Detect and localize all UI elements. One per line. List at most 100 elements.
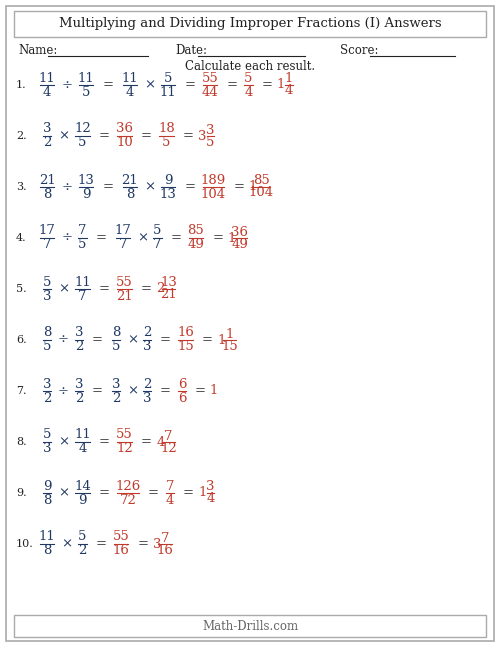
Text: =: = [96,538,106,551]
Text: 21: 21 [116,289,133,303]
Text: 5: 5 [162,137,170,149]
Text: =: = [170,232,181,245]
Text: 9.: 9. [16,488,26,498]
Text: ×: × [144,78,156,91]
Text: 6: 6 [178,377,186,391]
Text: 5: 5 [82,85,90,98]
Text: 104: 104 [248,186,274,199]
Text: 16: 16 [156,543,174,556]
Text: 3: 3 [112,377,120,391]
Text: 11: 11 [78,72,94,85]
Text: =: = [234,181,244,193]
Text: =: = [99,435,110,448]
Text: 5: 5 [206,135,214,149]
Text: 3: 3 [43,122,52,135]
Text: 6: 6 [178,391,186,404]
Text: Multiplying and Dividing Improper Fractions (I) Answers: Multiplying and Dividing Improper Fracti… [58,17,442,30]
Text: 4: 4 [126,85,134,98]
Text: 3: 3 [75,377,83,391]
Text: 85: 85 [188,225,204,237]
Text: ×: × [58,283,69,296]
Text: ÷: ÷ [58,384,69,397]
Text: 4: 4 [285,85,293,98]
Text: 3: 3 [143,340,151,353]
Text: 1: 1 [249,181,257,193]
Text: 11: 11 [122,72,138,85]
Text: 3: 3 [198,129,207,142]
FancyBboxPatch shape [14,11,486,37]
Text: =: = [99,129,110,142]
Text: 3.: 3. [16,182,26,192]
Text: 5: 5 [43,276,51,289]
Text: 12: 12 [74,122,91,135]
Text: =: = [262,78,272,91]
Text: =: = [226,78,237,91]
FancyBboxPatch shape [6,6,494,641]
Text: 8: 8 [43,327,51,340]
Text: =: = [160,384,171,397]
Text: 15: 15 [221,340,238,353]
Text: =: = [102,78,114,91]
Text: 8: 8 [43,494,51,507]
Text: 7: 7 [78,225,87,237]
Text: 1: 1 [277,78,285,91]
Text: 9: 9 [82,188,90,201]
Text: 4: 4 [166,494,174,507]
Text: Name:: Name: [18,43,58,56]
Text: 7: 7 [78,289,87,303]
Text: ÷: ÷ [58,333,69,347]
Text: 2: 2 [78,545,86,558]
Text: 17: 17 [38,225,56,237]
Text: 3: 3 [143,391,151,404]
Text: 3: 3 [206,124,215,137]
Text: 18: 18 [158,122,175,135]
Text: =: = [184,181,196,193]
Text: 8: 8 [43,545,51,558]
Text: 3: 3 [43,289,52,303]
Text: =: = [183,487,194,499]
Text: =: = [148,487,159,499]
Text: 2: 2 [112,391,120,404]
Text: 9: 9 [78,494,87,507]
Text: 72: 72 [120,494,136,507]
Text: 7: 7 [153,239,162,252]
Text: 5: 5 [164,72,172,85]
Text: 12: 12 [160,441,177,454]
Text: 9: 9 [43,479,52,492]
Text: 55: 55 [202,72,218,85]
Text: ÷: ÷ [62,232,72,245]
Text: ×: × [127,384,138,397]
Text: Calculate each result.: Calculate each result. [185,61,315,74]
Text: 1: 1 [218,333,226,347]
Text: 7: 7 [119,239,127,252]
Text: 11: 11 [38,531,56,543]
Text: 7: 7 [161,531,169,545]
Text: =: = [92,384,103,397]
Text: 10: 10 [116,137,133,149]
Text: Math-Drills.com: Math-Drills.com [202,619,298,633]
Text: 1: 1 [198,487,206,499]
Text: =: = [160,333,171,347]
Text: Score:: Score: [340,43,378,56]
Text: 17: 17 [114,225,132,237]
Text: ÷: ÷ [62,78,72,91]
Text: 16: 16 [177,327,194,340]
Text: 7: 7 [166,479,174,492]
Text: 2: 2 [156,283,164,296]
Text: 5: 5 [78,137,86,149]
Text: 3: 3 [43,377,52,391]
Text: 7: 7 [43,239,52,252]
Text: 3: 3 [43,443,52,455]
Text: 55: 55 [116,428,133,441]
Text: 16: 16 [112,545,130,558]
Text: 4.: 4. [16,233,26,243]
Text: 3: 3 [75,327,83,340]
Text: =: = [99,487,110,499]
Text: 10.: 10. [16,539,34,549]
Text: =: = [141,283,152,296]
Text: ×: × [138,232,148,245]
Text: 14: 14 [74,479,91,492]
Text: 49: 49 [232,237,248,250]
Text: 11: 11 [74,276,91,289]
Text: 21: 21 [122,173,138,186]
